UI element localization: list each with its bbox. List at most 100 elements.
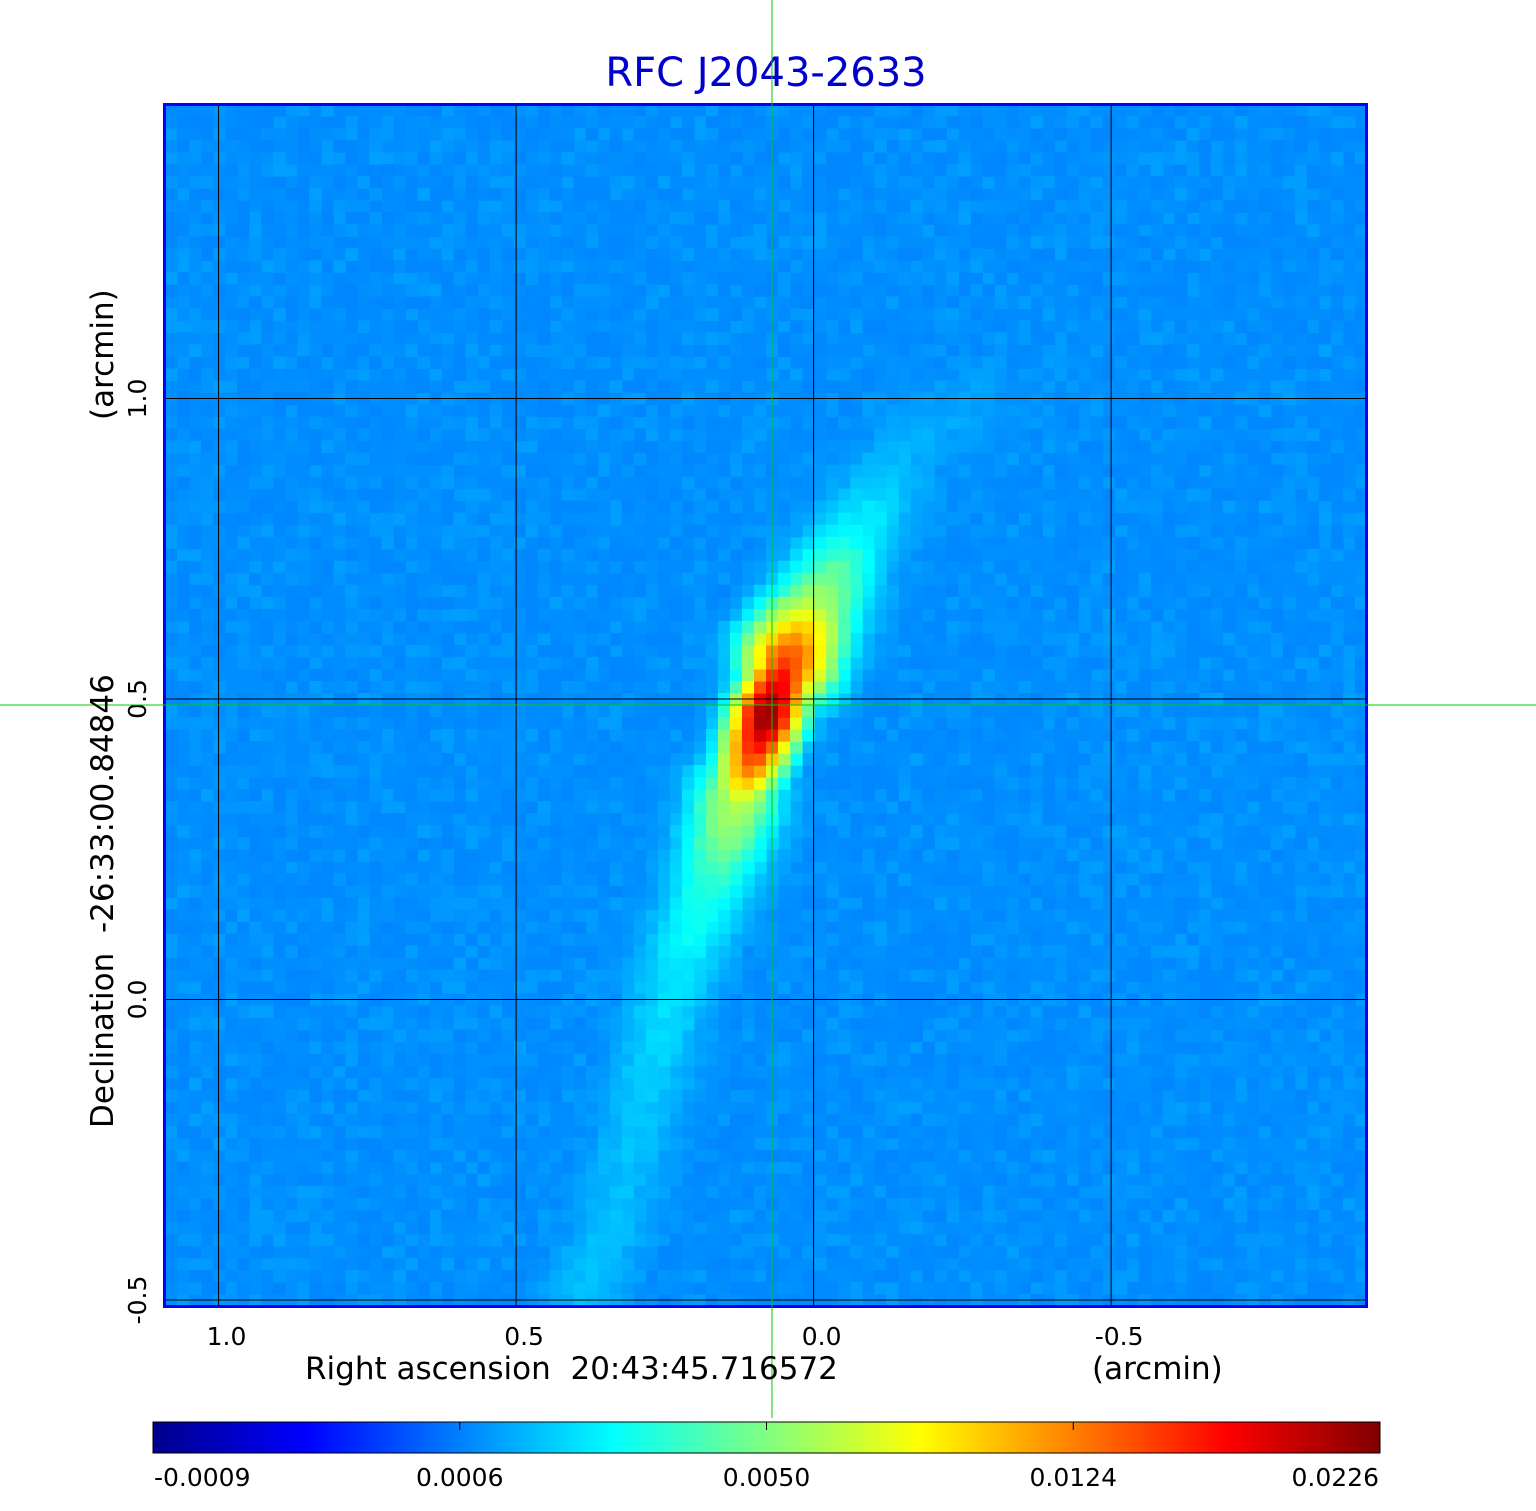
heatmap-cells <box>741 837 755 850</box>
heatmap-cells <box>741 765 755 778</box>
heatmap-cells <box>826 644 839 658</box>
heatmap-cells <box>693 873 707 886</box>
heatmap-cells <box>790 668 803 682</box>
heatmap-cells <box>790 705 803 718</box>
heatmap-cells <box>778 789 791 814</box>
heatmap-cells <box>802 572 851 610</box>
x-tick-label: 0.0 <box>802 1322 842 1351</box>
heatmap-cells <box>717 849 731 862</box>
heatmap-cells <box>705 861 719 874</box>
heatmap-cells <box>717 873 731 886</box>
heatmap-cells <box>741 632 755 646</box>
heatmap-cells <box>705 873 719 886</box>
heatmap-cells <box>717 837 731 850</box>
heatmap-cells <box>826 656 839 670</box>
heatmap-cells <box>838 644 851 658</box>
heatmap-cells <box>753 753 767 766</box>
heatmap-cells <box>814 632 827 646</box>
heatmap-cells <box>778 717 791 730</box>
heatmap-cells <box>790 644 803 658</box>
heatmap-cells <box>802 620 815 634</box>
y-tick-label: 0.5 <box>123 679 152 719</box>
heatmap-cells <box>814 548 827 562</box>
y-tick-label: 1.0 <box>123 379 152 419</box>
heatmap-cells <box>814 680 827 694</box>
heatmap-cells <box>838 608 851 622</box>
heatmap-cells <box>693 897 707 910</box>
heatmap-cells <box>741 813 755 826</box>
heatmap-cells <box>802 596 815 610</box>
colorbar-tick-label: 0.0050 <box>723 1463 810 1492</box>
heatmap-cells <box>729 729 743 742</box>
heatmap-cells <box>741 644 815 706</box>
heatmap-cells <box>778 741 791 754</box>
heatmap-cells <box>838 584 851 598</box>
heatmap-cells <box>778 644 791 658</box>
heatmap-cells <box>717 753 731 790</box>
heatmap-cells <box>753 656 767 670</box>
heatmap-cells <box>741 729 755 742</box>
heatmap-cells <box>778 705 791 718</box>
heatmap-cells <box>753 777 767 790</box>
heatmap-cells <box>790 584 803 598</box>
heatmap-cells <box>729 801 743 814</box>
heatmap-cells <box>165 116 1367 1306</box>
heatmap-cells <box>850 608 863 622</box>
heatmap-cells <box>826 668 839 682</box>
heatmap-cells <box>633 849 731 1103</box>
heatmap-cells <box>838 512 851 526</box>
heatmap-cells <box>778 777 791 790</box>
heatmap-cells <box>717 825 731 838</box>
heatmap-cells <box>741 620 815 730</box>
heatmap-cells <box>741 656 755 670</box>
heatmap-cells <box>753 596 767 610</box>
heatmap-cells <box>693 801 707 814</box>
heatmap-cells <box>717 729 731 742</box>
heatmap-cells <box>802 705 815 718</box>
y-tick-label: -0.5 <box>123 1276 152 1325</box>
heatmap-cells <box>729 644 743 658</box>
heatmap-cells <box>705 849 719 862</box>
heatmap-cells <box>729 765 743 778</box>
x-axis-unit: (arcmin) <box>1092 1351 1223 1387</box>
heatmap-cells <box>729 849 743 862</box>
heatmap-cells <box>597 368 995 1127</box>
heatmap-cells <box>850 560 863 574</box>
heatmap-cells <box>753 620 767 634</box>
heatmap-cells <box>778 524 863 586</box>
heatmap-cells <box>741 680 755 694</box>
heatmap-cells <box>741 753 791 814</box>
colorbar-tick-label: 0.0006 <box>416 1463 503 1492</box>
heatmap-cells <box>729 897 743 910</box>
heatmap-cells <box>693 584 791 862</box>
heatmap-cells <box>693 837 707 850</box>
heatmap-cells <box>165 116 1367 1306</box>
heatmap-cells <box>790 656 803 670</box>
heatmap-cells <box>802 560 815 574</box>
heatmap-cells <box>717 861 731 874</box>
heatmap-cells <box>802 680 815 694</box>
heatmap-cells <box>814 656 827 670</box>
heatmap-cells <box>753 717 767 730</box>
heatmap-cells <box>705 837 719 850</box>
heatmap-cells <box>717 813 731 826</box>
heatmap-cells <box>705 909 719 922</box>
heatmap-cells <box>778 632 791 646</box>
heatmap-cells <box>874 536 887 550</box>
heatmap-cells <box>729 813 743 826</box>
heatmap-cells <box>802 656 815 670</box>
heatmap-cells <box>826 620 839 634</box>
heatmap-cells <box>753 608 767 622</box>
y-axis-unit: (arcmin) <box>85 289 121 420</box>
heatmap-cells <box>838 632 851 646</box>
heatmap-cells <box>802 668 815 682</box>
heatmap-cells <box>814 644 827 658</box>
x-tick-label: 1.0 <box>207 1322 247 1351</box>
heatmap-cells <box>814 608 827 622</box>
heatmap-cells <box>729 741 743 754</box>
heatmap-cells <box>790 741 803 754</box>
heatmap-cells <box>657 1017 671 1031</box>
heatmap-cells <box>850 548 863 562</box>
heatmap-cells <box>802 729 815 742</box>
